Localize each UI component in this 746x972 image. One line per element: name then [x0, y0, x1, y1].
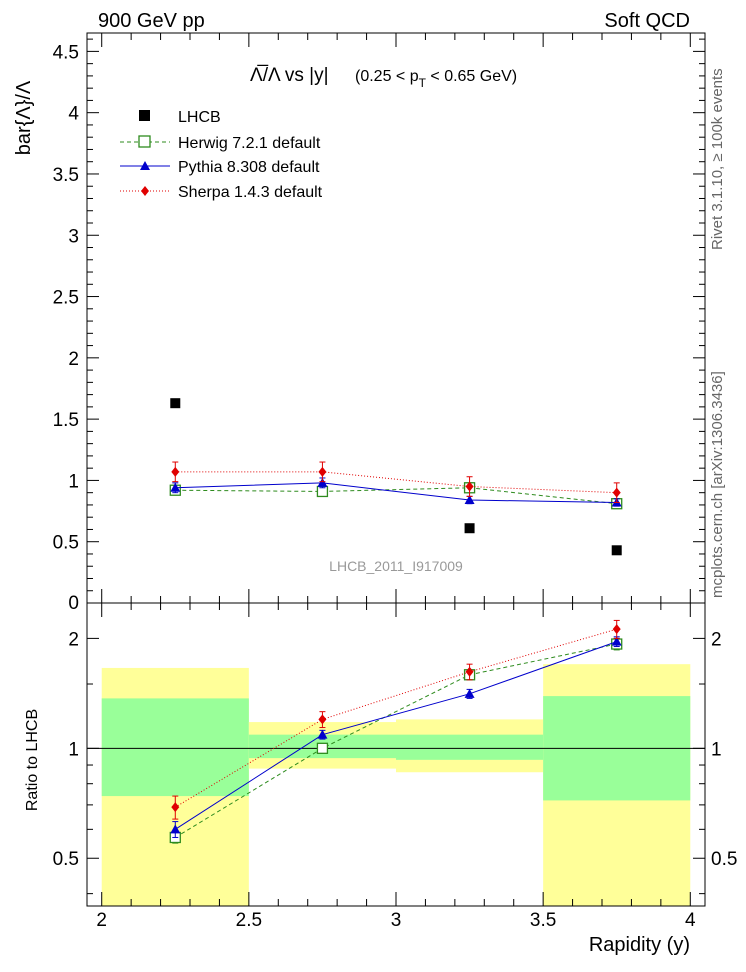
main-point-sherpa: [318, 466, 327, 477]
ratio-point-herwig: [316, 742, 329, 754]
main-series-sherpa: [171, 461, 621, 503]
main-point-sherpa: [612, 487, 621, 498]
ratio-line-pythia: [175, 641, 617, 830]
legend-sherpa-marker: [141, 186, 149, 196]
ratio-series-pythia: [170, 636, 622, 838]
main-point-lhcb: [464, 523, 475, 534]
ratio-y-axis: 0.5 0.5 1 1 2 2: [53, 629, 737, 895]
chart-title-main: Λ̅/Λ vs |y|: [250, 65, 329, 86]
main-y-tick-label: 4: [68, 104, 79, 125]
ratio-point-sherpa: [465, 666, 474, 677]
main-y-tick-label: 4.5: [53, 42, 79, 63]
chart-title-cut-sub: T: [419, 76, 427, 90]
ratio-bands: [101, 664, 691, 906]
main-line-herwig: [175, 487, 617, 505]
ratio-band-inner: [101, 698, 249, 797]
ratio-point-pythia: [170, 824, 181, 834]
ratio-y-tick-label: 2: [68, 629, 79, 650]
main-series: [169, 398, 623, 556]
ratio-point-sherpa: [318, 714, 327, 725]
main-y-tick-label: 2.5: [53, 288, 79, 309]
analysis-watermark: LHCB_2011_I917009: [329, 558, 463, 574]
ratio-y-tick-label: 1: [68, 739, 79, 760]
main-point-lhcb: [611, 545, 622, 556]
ratio-line-herwig: [175, 643, 617, 838]
ratio-series-sherpa: [171, 619, 621, 820]
main-line-pythia: [175, 482, 617, 503]
ratio-point-pythia: [464, 688, 475, 698]
main-y-tick-label: 1.5: [53, 410, 79, 431]
legend-herwig-marker: [138, 135, 151, 148]
main-point-pythia: [170, 482, 181, 492]
legend-lhcb-label: LHCB: [178, 109, 221, 126]
ratio-band-inner: [396, 734, 544, 760]
main-plot-panel: 0.5 1 1.5 2 2.5 3 3.5 4 4.5 0 bar{Λ}/Λ Λ̅/Λ vs |y…: [13, 32, 706, 614]
ratio-y-tick-label-right: 2: [711, 629, 722, 650]
chart-title-cut-close: < 0.65 GeV): [426, 68, 517, 85]
x-axis-label: Rapidity (y): [589, 934, 690, 956]
ratio-y-tick-label: 0.5: [53, 849, 79, 870]
main-x-ticks: [101, 33, 691, 603]
main-series-lhcb: [170, 398, 622, 556]
ratio-plot-panel: 0.5 0.5 1 1 2 2 2 2.5 3 3.5 4 Ratio to LHCB Rapid…: [24, 602, 737, 956]
ratio-y-axis-label: Ratio to LHCB: [24, 709, 41, 811]
main-y-tick-label: 3.5: [53, 165, 79, 186]
main-point-lhcb: [170, 398, 181, 409]
x-tick-label: 3: [391, 910, 402, 931]
ratio-y-tick-label-right: 1: [711, 739, 722, 760]
ratio-point-sherpa: [612, 624, 621, 635]
main-y-tick-label: 3: [68, 226, 79, 247]
legend-herwig-label: Herwig 7.2.1 default: [178, 135, 321, 152]
ratio-y-tick-label-right: 0.5: [711, 849, 737, 870]
ratio-x-axis: 2 2.5 3 3.5 4: [96, 603, 696, 931]
main-point-sherpa: [465, 481, 474, 492]
legend-pythia-label: Pythia 8.308 default: [178, 159, 320, 176]
main-series-pythia: [170, 477, 622, 507]
chart-title-cut-open: (0.25 < p: [355, 68, 419, 85]
main-series-herwig: [169, 482, 623, 510]
main-y-axis: 0.5 1 1.5 2 2.5 3 3.5 4 4.5 0: [53, 38, 705, 614]
main-point-pythia: [317, 477, 328, 487]
legend-lhcb-marker: [139, 110, 150, 121]
main-y-tick-label: 2: [68, 349, 79, 370]
ratio-point-sherpa: [171, 802, 180, 813]
legend-sherpa-label: Sherpa 1.4.3 default: [178, 184, 323, 201]
ratio-line-sherpa: [175, 628, 617, 808]
main-y-tick-label: 1: [68, 471, 79, 492]
main-point-sherpa: [171, 466, 180, 477]
main-point-pythia: [464, 495, 475, 505]
ratio-point-pythia: [317, 729, 328, 739]
rivet-label: Rivet 3.1.10, ≥ 100k events: [709, 68, 726, 250]
chart-title: Λ̅/Λ vs |y| (0.25 < pT < 0.65 GeV): [250, 65, 517, 90]
header-right-label: Soft QCD: [604, 10, 690, 32]
header-left-label: 900 GeV pp: [98, 10, 205, 32]
x-tick-label: 4: [685, 910, 696, 931]
main-y-tick-label: 0.5: [53, 533, 79, 554]
ratio-series: [169, 619, 623, 844]
main-y-axis-label: bar{Λ}/Λ: [13, 80, 35, 155]
mcplots-label: mcplots.cern.ch [arXiv:1306.3436]: [709, 371, 726, 598]
legend-pythia-marker: [140, 161, 150, 170]
main-y-zero-label: 0: [68, 593, 79, 614]
x-tick-label: 2: [96, 910, 107, 931]
x-tick-label: 2.5: [236, 910, 262, 931]
ratio-point-pythia: [611, 636, 622, 646]
x-tick-label: 3.5: [530, 910, 556, 931]
legend: LHCB Herwig 7.2.1 default Pythia 8.308 d…: [120, 109, 323, 201]
svg-text:(0.25 < pT < 0.65 GeV): (0.25 < pT < 0.65 GeV): [355, 68, 517, 90]
